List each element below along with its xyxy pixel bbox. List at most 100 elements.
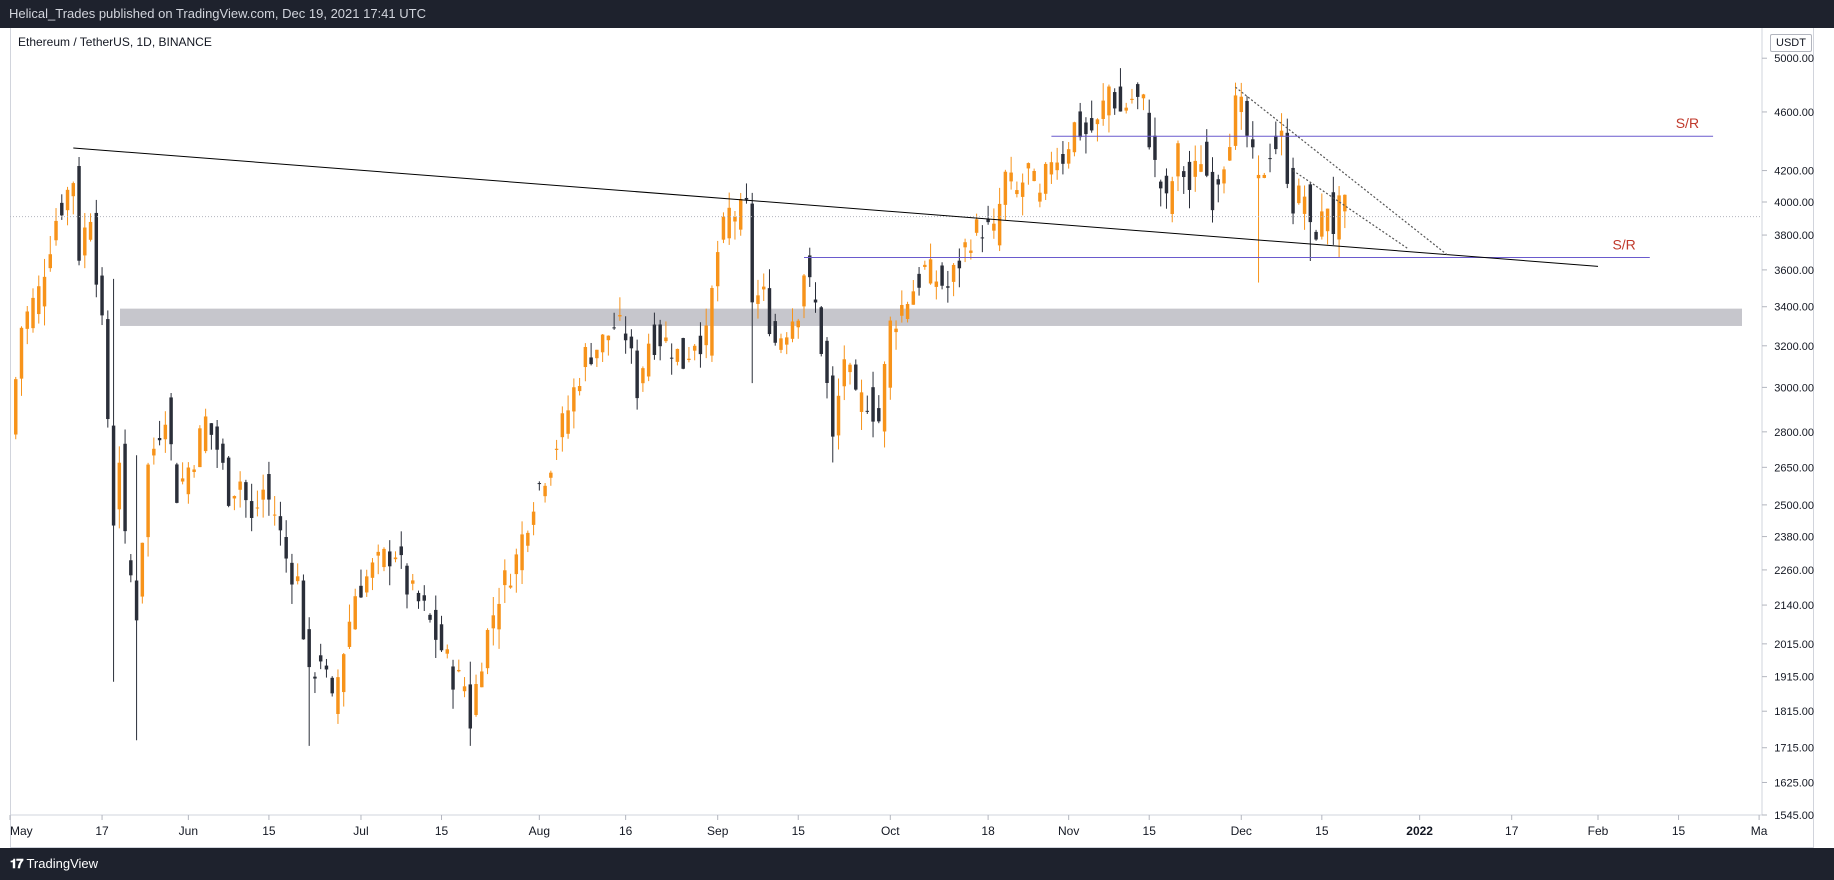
- candle-down: [1135, 84, 1140, 97]
- candle-down: [1274, 135, 1278, 150]
- x-tick-label: 2022: [1406, 824, 1433, 838]
- y-tick-label: 4200.00: [1774, 166, 1814, 178]
- candle-up: [364, 576, 369, 593]
- candle-up: [761, 286, 766, 290]
- y-tick-label: 4000.00: [1774, 197, 1814, 209]
- candle-up: [905, 304, 910, 319]
- candle-down: [1112, 92, 1117, 109]
- candle-up: [1222, 169, 1226, 184]
- candle-up: [618, 315, 622, 317]
- candle-up: [480, 671, 484, 688]
- candle-down: [1084, 122, 1088, 135]
- candle-down: [825, 340, 829, 383]
- publisher-bar: Helical_Trades published on TradingView.…: [0, 0, 1834, 28]
- candle-down: [750, 203, 754, 303]
- footer-brand[interactable]: TradingView: [26, 856, 99, 871]
- candle-down: [405, 565, 409, 595]
- candle-up: [802, 275, 806, 307]
- x-tick-label: 16: [619, 824, 633, 838]
- trendline: [1235, 86, 1449, 257]
- candle-down: [267, 473, 271, 500]
- candle-down: [1061, 154, 1065, 164]
- candle-up: [1239, 96, 1244, 113]
- candle-down: [94, 212, 99, 285]
- candle-down: [744, 197, 749, 200]
- candle-up: [117, 462, 122, 510]
- candle-down: [623, 333, 628, 341]
- candle-up: [382, 548, 386, 568]
- x-tick-label: May: [10, 824, 33, 838]
- y-tick-label: 4600.00: [1774, 107, 1814, 119]
- candle-up: [192, 469, 196, 472]
- candle-up: [1262, 174, 1267, 178]
- candle-up: [554, 448, 559, 450]
- candle-down: [1078, 111, 1082, 138]
- candle-down: [957, 260, 962, 269]
- candle-up: [1043, 163, 1048, 194]
- candle-up: [675, 348, 680, 362]
- x-tick-label: 15: [262, 824, 276, 838]
- sr-label: S/R: [1676, 115, 1699, 131]
- candle-down: [865, 410, 870, 412]
- candle-up: [491, 615, 496, 629]
- candle-up: [687, 358, 691, 361]
- candle-down: [1285, 132, 1290, 184]
- candle-up: [1325, 208, 1330, 232]
- candle-down: [537, 483, 542, 485]
- candle-down: [428, 614, 432, 620]
- candle-up: [572, 387, 576, 412]
- candle-up: [1256, 174, 1261, 179]
- candle-up: [1279, 130, 1284, 137]
- y-tick-label: 3600.00: [1774, 265, 1814, 277]
- price-chart[interactable]: S/R S/R 5000.00 4600.00 4200.00 4000.00 3800.0…: [0, 28, 1834, 848]
- x-tick-label: 15: [1143, 824, 1157, 838]
- x-tick-label: 18: [981, 824, 995, 838]
- candle-up: [31, 297, 35, 329]
- x-tick-label: Aug: [529, 824, 550, 838]
- candle-up: [992, 223, 996, 231]
- candle-down: [1205, 141, 1209, 176]
- candle-down: [359, 585, 363, 598]
- footer-bar: 𝟏𝟕 TradingView: [0, 848, 1834, 880]
- trendline: [1292, 170, 1409, 250]
- candle-down: [129, 560, 133, 576]
- candle-down: [1164, 175, 1169, 194]
- x-tick-label: 17: [1505, 824, 1519, 838]
- currency-badge[interactable]: USDT: [1770, 34, 1812, 52]
- candle-up: [1020, 182, 1025, 197]
- candle-up: [526, 532, 530, 546]
- y-tick-label: 3400.00: [1774, 302, 1814, 314]
- y-tick-label: 2015.00: [1774, 639, 1814, 651]
- candle-up: [14, 379, 18, 435]
- candle-down: [1158, 181, 1163, 189]
- tradingview-logo-icon[interactable]: 𝟏𝟕: [10, 856, 24, 871]
- candle-up: [1199, 164, 1203, 172]
- candle-up: [1170, 181, 1174, 214]
- candle-down: [399, 546, 403, 556]
- candle-up: [664, 337, 668, 342]
- candle-up: [531, 511, 536, 525]
- candle-up: [54, 220, 58, 241]
- y-tick-label: 2380.00: [1774, 532, 1814, 544]
- candle-down: [1291, 167, 1295, 214]
- candle-up: [163, 424, 168, 440]
- candle-down: [767, 288, 772, 335]
- candle-up: [1101, 100, 1105, 119]
- candle-up: [600, 334, 605, 353]
- candle-up: [393, 557, 398, 560]
- y-tick-label: 1915.00: [1774, 672, 1814, 684]
- candle-down: [612, 327, 616, 329]
- candle-up: [370, 562, 375, 578]
- candle-up: [485, 629, 490, 669]
- candle-up: [1302, 196, 1307, 214]
- candle-down: [1118, 86, 1123, 112]
- candle-down: [871, 387, 875, 422]
- candle-down: [589, 357, 593, 365]
- candle-up: [859, 392, 864, 412]
- candle-down: [681, 338, 685, 369]
- candle-up: [295, 576, 300, 582]
- candle-up: [146, 464, 150, 538]
- candle-up: [595, 349, 599, 359]
- x-tick-label: 15: [792, 824, 806, 838]
- candle-down: [1187, 161, 1192, 190]
